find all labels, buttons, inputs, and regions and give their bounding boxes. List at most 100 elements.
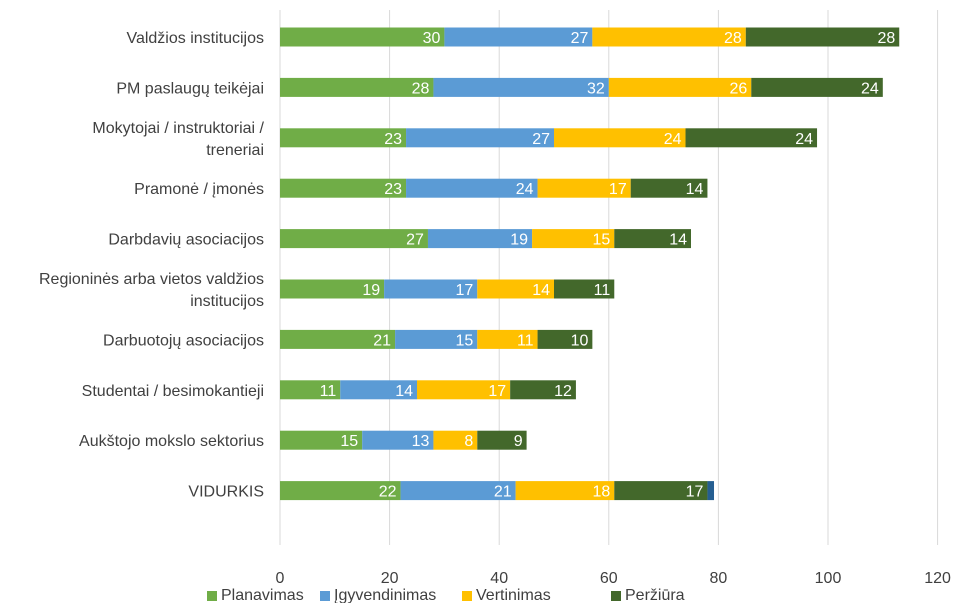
legend-label: Planavimas: [221, 587, 304, 603]
category-label: Aukštojo mokslo sektorius: [79, 433, 264, 450]
bar-segment-peržiūra: [537, 329, 593, 349]
legend: Planavimas Įgyvendinimas Vertinimas Peržiūr…: [207, 587, 685, 603]
bar-segment-peržiūra: [614, 229, 691, 249]
bar-value-label: 32: [587, 80, 605, 97]
x-tick-label: 100: [815, 570, 842, 587]
bar-value-label: 17: [455, 282, 473, 299]
bar-value-label: 14: [395, 383, 413, 400]
x-tick-label: 60: [600, 570, 618, 587]
category-label: Darbuotojų asociacijos: [103, 332, 264, 349]
bar-value-label: 24: [516, 181, 534, 198]
bar-segment-planavimas: [280, 329, 396, 349]
bar-segment-peržiūra: [510, 380, 576, 400]
x-axis-tick-labels: 0 20 40 60 80 100 120: [276, 570, 951, 587]
bar-segment-vertinimas: [477, 329, 538, 349]
bar-value-label: 13: [412, 433, 430, 450]
bar-segment-įgyvendinimas: [444, 27, 593, 47]
category-label: VIDURKIS: [188, 484, 264, 501]
legend-label: Peržiūra: [625, 587, 685, 603]
category-label: institucijos: [190, 293, 264, 310]
bar-value-label: 11: [594, 282, 611, 299]
bar-segment-įgyvendinimas: [400, 481, 516, 501]
bar-labels: 30 27 28 28 28 32 26 24 23 27 24 24 23 24 17 14 27 19 15 14…: [320, 30, 896, 501]
bar-segment-peržiūra: [745, 27, 900, 47]
bar-value-label: 14: [686, 181, 704, 198]
bar-segment-planavimas: [280, 430, 363, 450]
bar-value-label: 17: [609, 181, 627, 198]
bar-segment-įgyvendinimas: [406, 128, 554, 148]
bar-value-label: 24: [664, 131, 682, 148]
bar-value-label: 19: [362, 282, 380, 299]
bar-value-label: 11: [517, 332, 534, 349]
bar-segment-peržiūra: [751, 77, 883, 97]
x-tick-label: 120: [924, 570, 951, 587]
bar-value-label: 28: [412, 80, 430, 97]
category-label: PM paslaugų teikėjai: [116, 80, 264, 97]
bar-value-label: 30: [423, 30, 441, 47]
bar-segment-planavimas: [280, 481, 401, 501]
bar-segment-vertinimas: [532, 229, 615, 249]
bar-value-label: 15: [592, 232, 610, 249]
bar-segment-įgyvendinimas: [340, 380, 417, 400]
bar-value-label: 24: [861, 80, 879, 97]
bar-value-label: 15: [455, 332, 473, 349]
x-tick-label: 80: [710, 570, 728, 587]
bar-segment-įgyvendinimas: [406, 178, 538, 198]
bar-value-label: 21: [373, 332, 391, 349]
legend-item-įgyvendinimas: Įgyvendinimas: [320, 587, 436, 603]
category-label: Regioninės arba vietos valdžios: [39, 271, 264, 288]
bar-segment-vertinimas: [477, 279, 554, 299]
bar-segment-vertinimas: [554, 128, 686, 148]
bar-value-label: 17: [488, 383, 506, 400]
bar-value-label: 24: [795, 131, 813, 148]
bar-segment-peržiūra: [630, 178, 708, 198]
bar-value-label: 27: [532, 131, 550, 148]
category-label: Pramonė / įmonės: [134, 181, 264, 198]
legend-swatch: [611, 591, 621, 601]
bar-segment-vertinimas: [608, 77, 752, 97]
bar-segment-vertinimas: [417, 380, 511, 400]
bar-value-label: 22: [379, 484, 397, 501]
bar-segment-įgyvendinimas: [362, 430, 434, 450]
legend-label: Vertinimas: [476, 587, 551, 603]
category-label: treneriai: [206, 142, 264, 159]
bar-value-label: 12: [554, 383, 572, 400]
legend-swatch: [207, 591, 217, 601]
bar-value-label: 23: [384, 181, 402, 198]
bar-value-label: 23: [384, 131, 402, 148]
x-tick-label: 20: [381, 570, 399, 587]
bar-segment-įgyvendinimas: [427, 229, 533, 249]
legend-item-vertinimas: Vertinimas: [462, 587, 551, 603]
bar-value-label: 18: [592, 484, 610, 501]
legend-swatch: [320, 591, 330, 601]
x-tick-label: 0: [276, 570, 285, 587]
bar-value-label: 14: [669, 232, 687, 249]
bar-value-label: 14: [532, 282, 550, 299]
bar-value-label: 9: [514, 433, 523, 450]
bar-segment-planavimas: [280, 77, 434, 97]
bar-segment-peržiūra: [685, 128, 818, 148]
bar-segment-įgyvendinimas: [384, 279, 478, 299]
legend-swatch: [462, 591, 472, 601]
bar-value-label: 10: [571, 332, 589, 349]
category-label: Mokytojai / instruktoriai /: [92, 120, 264, 137]
bar-segment-vertinimas: [433, 430, 478, 450]
bar-segment-įgyvendinimas: [395, 329, 478, 349]
bar-value-label: 28: [877, 30, 895, 47]
bar-value-label: 27: [571, 30, 589, 47]
bar-segment-peržiūra: [477, 430, 527, 450]
bar-segment-extra: [707, 481, 715, 501]
category-label: Darbdavių asociacijos: [108, 232, 264, 249]
bar-segment-įgyvendinimas: [433, 77, 609, 97]
legend-item-planavimas: Planavimas: [207, 587, 304, 603]
bar-value-label: 17: [686, 484, 704, 501]
bar-value-label: 27: [406, 232, 424, 249]
bar-segment-vertinimas: [537, 178, 631, 198]
bar-segment-peržiūra: [614, 481, 708, 501]
legend-item-peržiūra: Peržiūra: [611, 587, 685, 603]
bar-segment-planavimas: [280, 229, 428, 249]
bar-segment-planavimas: [280, 178, 407, 198]
bar-value-label: 11: [320, 383, 337, 400]
bar-value-label: 26: [729, 80, 747, 97]
category-labels: Valdžios institucijos PM paslaugų teikėja…: [39, 30, 265, 501]
